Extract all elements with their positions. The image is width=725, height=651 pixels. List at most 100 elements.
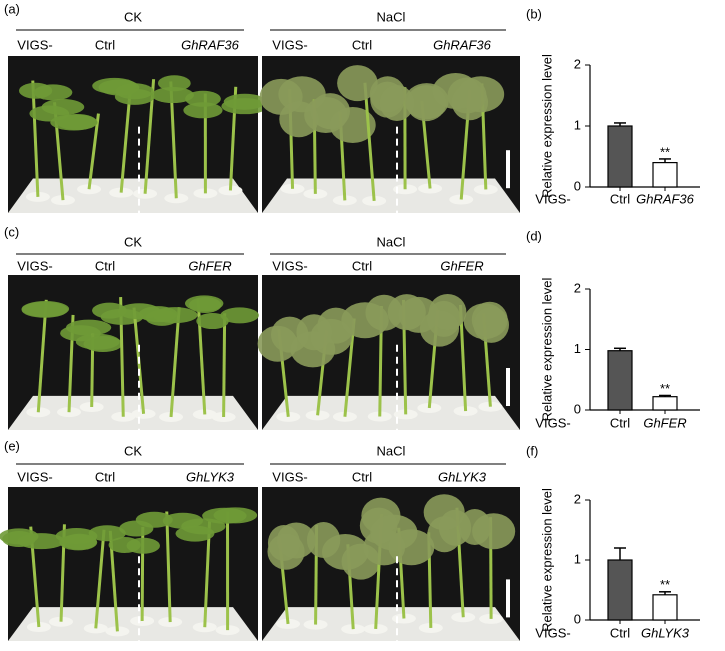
leaf [183, 102, 223, 119]
leaf [138, 306, 178, 323]
stem [87, 113, 100, 190]
bar [652, 594, 678, 621]
leaf [83, 335, 123, 352]
platform [262, 178, 520, 213]
y-tick-label: 0 [574, 401, 581, 416]
column-label: VIGS- [17, 469, 52, 484]
y-axis-label: Relative expression level [539, 488, 554, 632]
leaf [473, 306, 510, 343]
bar [607, 559, 633, 621]
stem [165, 511, 172, 623]
photo [262, 487, 520, 641]
group-title: NaCl [377, 234, 406, 249]
column-label: GhLYK3 [186, 469, 235, 484]
stem [94, 529, 106, 629]
x-tick-label: Ctrl [610, 415, 630, 430]
x-tick-label: GhRAF36 [636, 191, 695, 206]
platform [262, 607, 520, 641]
x-tick-label: Ctrl [610, 191, 630, 206]
photo [8, 56, 269, 213]
panel-label: (d) [526, 228, 542, 243]
column-label: Ctrl [352, 469, 372, 484]
leaf [92, 302, 127, 319]
prefix-label: VIGS- [535, 625, 570, 640]
leaf [175, 525, 215, 542]
y-tick-label: 0 [574, 178, 581, 193]
photo [259, 56, 520, 213]
y-tick-label: 2 [574, 491, 581, 506]
panel-label: (e) [4, 438, 20, 453]
leaf [188, 297, 222, 314]
leaf [88, 525, 126, 542]
leaf [257, 325, 298, 362]
leaf [379, 84, 415, 121]
scale-bar [506, 368, 510, 406]
leaf [21, 300, 70, 317]
bar [652, 396, 678, 411]
x-tick-label: Ctrl [610, 625, 630, 640]
stem [31, 80, 40, 197]
leaf [223, 93, 266, 110]
photo [8, 275, 259, 430]
column-label: GhRAF36 [181, 37, 240, 52]
group-title: NaCl [377, 9, 406, 24]
stem [36, 299, 48, 413]
group-title: CK [124, 443, 142, 458]
scale-bar [506, 579, 510, 618]
y-tick-label: 2 [574, 280, 581, 295]
leaf [387, 294, 426, 331]
leaf [310, 318, 353, 355]
group-title: NaCl [377, 443, 406, 458]
stem [222, 313, 227, 418]
bar [652, 162, 678, 188]
leaf [337, 65, 378, 102]
x-tick-label: GhFER [643, 415, 686, 430]
leaf [220, 307, 259, 324]
leaf [472, 513, 516, 550]
panel-label: (c) [4, 224, 19, 239]
stem [169, 307, 181, 418]
y-tick-label: 1 [574, 341, 581, 356]
prefix-label: VIGS- [535, 415, 570, 430]
photo [0, 487, 258, 641]
leaf [126, 537, 160, 554]
column-label: VIGS- [17, 258, 52, 273]
scale-bar [506, 150, 510, 189]
leaf [196, 313, 229, 330]
leaf [276, 522, 316, 559]
leaf [33, 84, 73, 101]
y-tick-label: 1 [574, 551, 581, 566]
pot [50, 195, 75, 206]
column-label: GhFER [440, 258, 483, 273]
leaf [428, 293, 467, 330]
leaf [423, 494, 465, 531]
column-label: GhLYK3 [438, 469, 487, 484]
column-label: Ctrl [352, 37, 372, 52]
leaf [115, 83, 154, 100]
panel-label: (f) [526, 443, 538, 458]
y-tick-label: 1 [574, 117, 581, 132]
leaf [135, 511, 173, 528]
panel-label: (b) [526, 6, 542, 21]
column-label: VIGS- [17, 37, 52, 52]
leaf [157, 75, 191, 92]
column-label: Ctrl [95, 469, 115, 484]
column-label: GhFER [188, 258, 231, 273]
y-tick-label: 2 [574, 56, 581, 71]
y-tick-label: 0 [574, 611, 581, 626]
photo [257, 275, 520, 430]
leaf [185, 90, 221, 107]
leaf [457, 76, 505, 113]
significance: ** [660, 577, 670, 592]
bar [607, 125, 633, 188]
column-label: Ctrl [95, 37, 115, 52]
platform [8, 178, 258, 213]
leaf [329, 107, 376, 144]
leaf [17, 533, 66, 550]
column-label: VIGS- [272, 37, 307, 52]
prefix-label: VIGS- [535, 191, 570, 206]
group-title: CK [124, 9, 142, 24]
leaf [388, 529, 435, 566]
significance: ** [660, 381, 670, 396]
